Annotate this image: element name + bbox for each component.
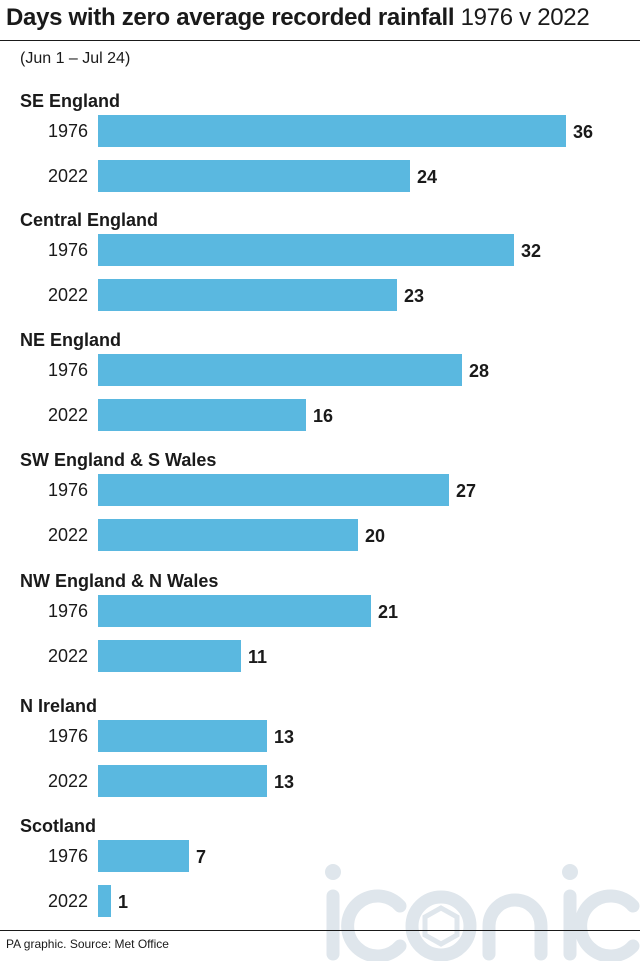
bar: [98, 399, 306, 431]
bar: [98, 354, 462, 386]
region-label: N Ireland: [20, 696, 97, 716]
year-label: 2022: [48, 166, 88, 186]
year-label: 1976: [48, 726, 88, 746]
chart-title-bold: Days with zero average recorded rainfall: [6, 4, 455, 31]
bar-value-label: 32: [521, 241, 541, 261]
bar-value-label: 13: [274, 727, 294, 747]
bar-value-label: 21: [378, 602, 398, 622]
region-label: SE England: [20, 91, 120, 111]
year-label: 1976: [48, 360, 88, 380]
bar: [98, 765, 267, 797]
bar: [98, 474, 449, 506]
bar-value-label: 13: [274, 772, 294, 792]
source-note: PA graphic. Source: Met Office: [6, 937, 169, 951]
year-label: 2022: [48, 771, 88, 791]
bar-value-label: 36: [573, 122, 593, 142]
bar-value-label: 28: [469, 361, 489, 381]
chart-subtitle: (Jun 1 – Jul 24): [20, 50, 131, 67]
year-label: 2022: [48, 285, 88, 305]
chart-title: Days with zero average recorded rainfall…: [6, 4, 590, 32]
bar: [98, 519, 358, 551]
year-label: 2022: [48, 891, 88, 911]
year-label: 1976: [48, 601, 88, 621]
bar: [98, 840, 189, 872]
year-label: 2022: [48, 525, 88, 545]
bottom-rule: [0, 930, 640, 931]
bar-chart: SE England 1976 36 2022 24 Central England 197…: [20, 91, 593, 917]
bar-value-label: 23: [404, 286, 424, 306]
bar-value-label: 24: [417, 167, 437, 187]
year-label: 1976: [48, 121, 88, 141]
year-label: 1976: [48, 480, 88, 500]
year-label: 2022: [48, 405, 88, 425]
iconic-watermark: iconic: [325, 864, 640, 961]
year-label: 1976: [48, 846, 88, 866]
bar-value-label: 20: [365, 526, 385, 546]
bar: [98, 640, 241, 672]
bar: [98, 720, 267, 752]
bar: [98, 595, 371, 627]
region-label: NW England & N Wales: [20, 571, 218, 591]
bar: [98, 160, 410, 192]
bar-value-label: 16: [313, 406, 333, 426]
top-rule: [0, 40, 640, 41]
bar-value-label: 27: [456, 481, 476, 501]
bar: [98, 115, 566, 147]
bar: [98, 234, 514, 266]
bar-value-label: 7: [196, 847, 206, 867]
region-label: Central England: [20, 210, 158, 230]
bar-value-label: 1: [118, 892, 128, 912]
region-label: Scotland: [20, 816, 96, 836]
region-label: NE England: [20, 330, 121, 350]
chart-title-light: 1976 v 2022: [460, 4, 590, 31]
year-label: 2022: [48, 646, 88, 666]
year-label: 1976: [48, 240, 88, 260]
bar-value-label: 11: [248, 647, 267, 667]
region-label: SW England & S Wales: [20, 450, 216, 470]
bar: [98, 279, 397, 311]
bar: [98, 885, 111, 917]
